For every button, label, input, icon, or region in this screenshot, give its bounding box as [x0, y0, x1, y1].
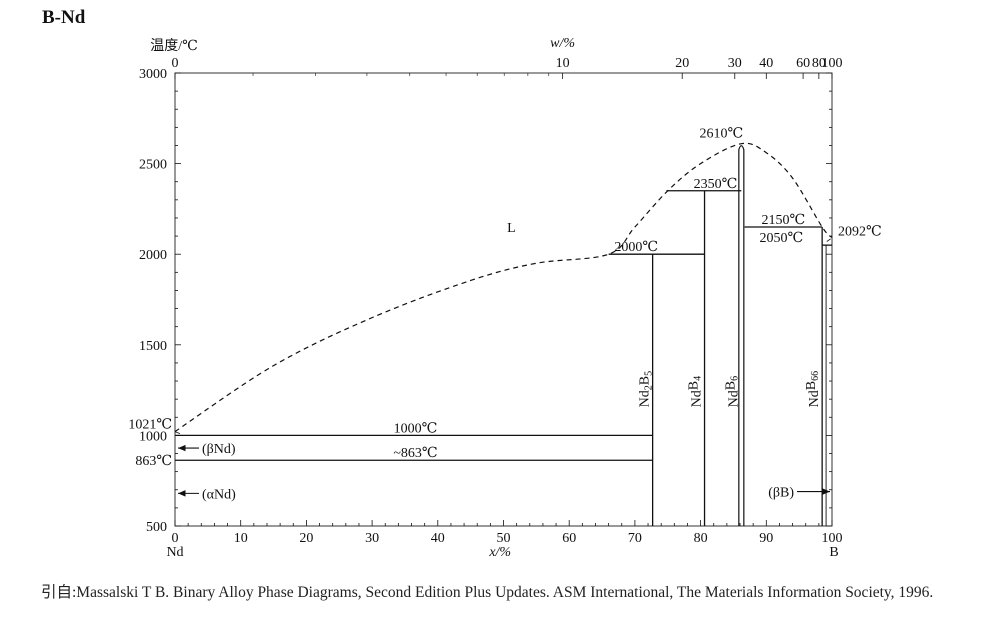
x-tick-label: 40 — [431, 531, 445, 546]
top-tick-label: 80 — [812, 56, 826, 71]
right-element-label: B — [829, 545, 838, 560]
labels: 0 10 20 30 40 60 80100500100015002000250030000… — [128, 36, 881, 560]
phase-label: (αNd) — [202, 487, 236, 502]
top-tick-label: 30 — [728, 56, 742, 71]
x-tick-label: 90 — [759, 531, 773, 546]
isotherm-label: 2050℃ — [760, 231, 804, 246]
compound-line — [738, 145, 745, 526]
point-marker-line — [826, 238, 831, 242]
source-citation: 引自:Massalski T B. Binary Alloy Phase Dia… — [41, 584, 934, 601]
isotherm-label: ~863℃ — [393, 446, 437, 461]
x-tick-label: 70 — [628, 531, 642, 546]
top-tick-label: 20 — [675, 56, 689, 71]
compound-label: Nd2B5 — [638, 371, 655, 407]
phase-label: (βB) — [768, 486, 794, 501]
x-tick-label: 10 — [234, 531, 248, 546]
isotherm-label: 1000℃ — [394, 421, 438, 436]
y-tick-label: 3000 — [139, 67, 167, 82]
y-tick-label: 1500 — [139, 339, 167, 354]
x-tick-label: 50 — [497, 531, 511, 546]
y-tick-label: 2000 — [139, 248, 167, 263]
x-tick-label: 0 — [172, 531, 179, 546]
x-tick-label: 60 — [562, 531, 576, 546]
top-tick-label: 10 — [556, 56, 570, 71]
top-tick-label: 0 — [172, 56, 179, 71]
isotherm-label: 2150℃ — [762, 213, 806, 228]
compound-label: NdB66 — [804, 371, 822, 407]
liquidus-curve — [174, 142, 833, 433]
y-tick-label: 2500 — [139, 158, 167, 173]
top-tick-label: 40 — [759, 56, 773, 71]
x-tick-label: 80 — [694, 531, 708, 546]
isotherm-label: 2000℃ — [614, 240, 658, 255]
y-axis-title: 温度/℃ — [150, 38, 198, 54]
phase-label: (βNd) — [202, 442, 236, 457]
point-label: 863℃ — [135, 454, 172, 469]
point-label: 2610℃ — [699, 127, 743, 142]
y-tick-label: 500 — [146, 520, 167, 535]
left-element-label: Nd — [166, 545, 183, 560]
isotherm-label: 2350℃ — [694, 177, 738, 192]
x-tick-label: 100 — [822, 531, 843, 546]
x-tick-label: 20 — [299, 531, 313, 546]
top-tick-label: 60 — [796, 56, 810, 71]
liquid-region-label: L — [507, 221, 516, 236]
point-label: 1021℃ — [128, 418, 172, 433]
top-tick-label: 100 — [822, 56, 843, 71]
top-axis-title: w/% — [550, 36, 575, 51]
x-tick-label: 30 — [365, 531, 379, 546]
compound-label: NdB4 — [687, 376, 705, 407]
phase-lines — [174, 142, 833, 526]
y-tick-label: 1000 — [139, 429, 167, 444]
point-label: 2092℃ — [838, 225, 882, 240]
compound-label: NdB6 — [723, 376, 741, 407]
chart-title: B-Nd — [42, 7, 86, 28]
point-marker-line — [174, 431, 181, 434]
phase-diagram: 0 10 20 30 40 60 80100500100015002000250030000… — [128, 36, 881, 560]
x-axis-title: x/% — [488, 545, 511, 560]
